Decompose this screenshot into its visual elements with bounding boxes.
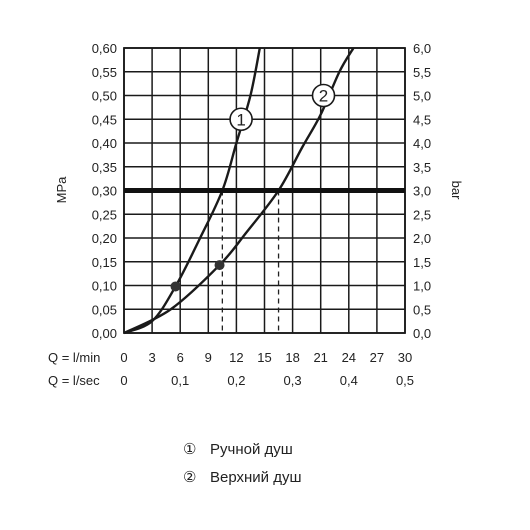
- legend-text-2: Верхний душ: [210, 469, 302, 486]
- left-axis-label: MPa: [54, 176, 69, 204]
- x-lmin-tick-label: 27: [370, 350, 384, 365]
- x-lmin-tick-label: 24: [342, 350, 356, 365]
- x-lsec-tick-label: 0,1: [171, 373, 189, 388]
- left-tick-label: 0,00: [92, 326, 117, 341]
- x-axis-lmin-ticks: 0 3 6 9 12 15 18 21 24 27 30: [120, 350, 412, 365]
- x-lsec-tick-label: 0: [120, 373, 127, 388]
- right-tick-label: 2,0: [413, 231, 431, 246]
- legend-text-1: Ручной душ: [210, 441, 293, 458]
- series-marker-circle-1: [229, 107, 253, 132]
- left-tick-label: 0,50: [92, 89, 117, 104]
- right-tick-label: 2,5: [413, 207, 431, 222]
- right-axis-ticks: 0,0 0,5 1,0 1,5 2,0 2,5 3,0 3,5 4,0 4,5 5,0 5,5 6,0: [413, 41, 431, 341]
- plot-frame: [123, 47, 406, 334]
- left-tick-label: 0,25: [92, 207, 117, 222]
- right-tick-label: 3,5: [413, 160, 431, 175]
- x-axis-lsec-label: Q = l/sec: [48, 373, 100, 388]
- x-lmin-tick-label: 0: [120, 350, 127, 365]
- left-tick-label: 0,05: [92, 302, 117, 317]
- left-tick-label: 0,45: [92, 112, 117, 127]
- right-tick-label: 1,0: [413, 279, 431, 294]
- left-tick-label: 0,40: [92, 136, 117, 151]
- right-tick-label: 4,5: [413, 112, 431, 127]
- x-lsec-tick-label: 0,3: [284, 373, 302, 388]
- left-tick-label: 0,60: [92, 41, 117, 56]
- left-tick-label: 0,20: [92, 231, 117, 246]
- left-tick-label: 0,35: [92, 160, 117, 175]
- left-tick-label: 0,30: [92, 184, 117, 199]
- series-marker-label-1: 1: [236, 110, 245, 129]
- right-tick-label: 0,0: [413, 326, 431, 341]
- x-lmin-tick-label: 18: [285, 350, 299, 365]
- right-tick-label: 1,5: [413, 255, 431, 270]
- legend-marker-2: ②: [183, 469, 196, 486]
- x-lsec-tick-label: 0,5: [396, 373, 414, 388]
- right-tick-label: 0,5: [413, 302, 431, 317]
- series-point-2: [214, 260, 225, 271]
- x-axis-lmin-label: Q = l/min: [48, 350, 100, 365]
- x-lsec-tick-label: 0,2: [227, 373, 245, 388]
- x-lmin-tick-label: 12: [229, 350, 243, 365]
- left-tick-label: 0,15: [92, 255, 117, 270]
- right-tick-label: 6,0: [413, 41, 431, 56]
- x-lmin-tick-label: 9: [205, 350, 212, 365]
- right-tick-label: 5,5: [413, 65, 431, 80]
- left-axis-ticks: 0,00 0,05 0,10 0,15 0,20 0,25 0,30 0,35 0,40 0,45…: [92, 41, 117, 341]
- legend-marker-1: ①: [183, 441, 196, 458]
- legend: ① Ручной душ ② Верхний душ: [183, 441, 302, 486]
- x-axis-lsec-ticks: 0 0,1 0,2 0,3 0,4 0,5: [120, 373, 414, 388]
- right-axis-label: bar: [449, 181, 464, 200]
- x-lmin-tick-label: 6: [177, 350, 184, 365]
- x-lmin-tick-label: 15: [257, 350, 271, 365]
- x-lmin-tick-label: 30: [398, 350, 412, 365]
- x-lmin-tick-label: 21: [313, 350, 327, 365]
- right-tick-label: 3,0: [413, 184, 431, 199]
- series-marker-label-2: 2: [319, 87, 328, 106]
- left-tick-label: 0,10: [92, 279, 117, 294]
- right-tick-label: 5,0: [413, 89, 431, 104]
- x-lmin-tick-label: 3: [148, 350, 155, 365]
- x-lsec-tick-label: 0,4: [340, 373, 358, 388]
- series-point-1: [170, 281, 181, 292]
- series-marker-circle-2: [311, 83, 336, 108]
- right-tick-label: 4,0: [413, 136, 431, 151]
- left-tick-label: 0,55: [92, 65, 117, 80]
